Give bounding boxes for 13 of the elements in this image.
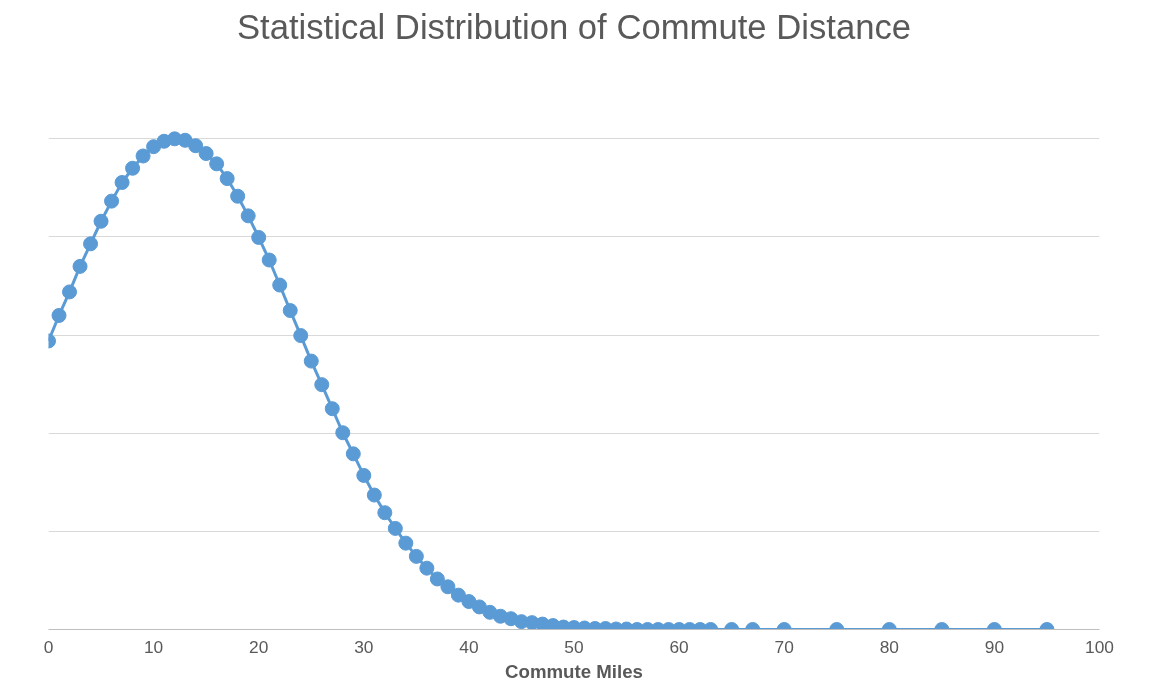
x-tick-label: 50 <box>564 636 584 657</box>
x-tick-label: 70 <box>774 636 794 657</box>
x-tick-label: 0 <box>43 636 54 657</box>
x-tick-label: 80 <box>879 636 899 657</box>
x-tick-label: 60 <box>669 636 689 657</box>
x-tick-label: 20 <box>249 636 269 657</box>
x-tick-label: 100 <box>1085 636 1114 657</box>
x-tick-label: 30 <box>354 636 374 657</box>
x-tick-label: 90 <box>984 636 1005 657</box>
x-tick-label: 10 <box>143 636 164 657</box>
x-tick-label: 40 <box>459 636 479 657</box>
x-axis-title: Commute Miles <box>505 660 643 682</box>
chart-title: Statistical Distribution of Commute Distance <box>236 7 912 46</box>
